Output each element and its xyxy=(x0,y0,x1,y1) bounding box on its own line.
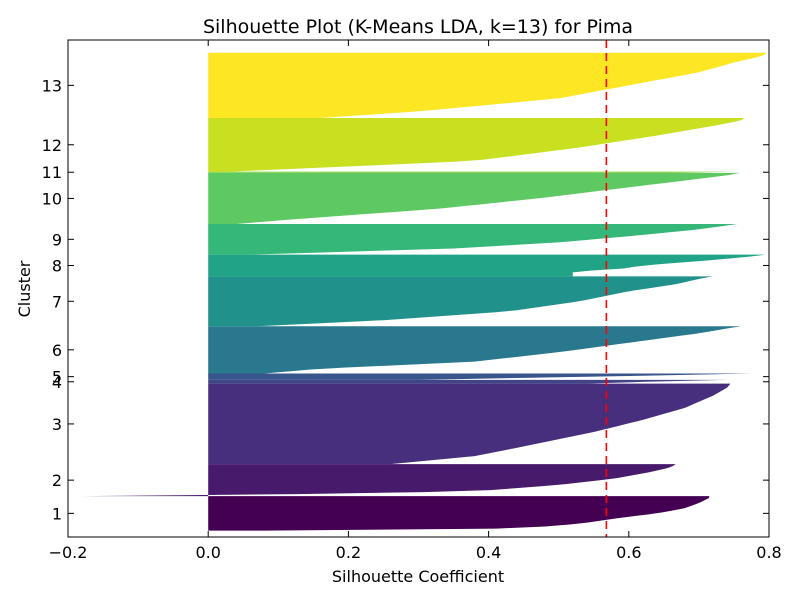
x-axis-ticks: −0.2 0.0 0.2 0.4 0.6 0.8 xyxy=(49,40,782,562)
y-tick-label-cluster-2: 2 xyxy=(52,471,62,490)
x-axis-label: Silhouette Coefficient xyxy=(332,567,504,586)
chart-title: Silhouette Plot (K-Means LDA, k=13) for … xyxy=(203,16,633,38)
y-tick-label-cluster-13: 13 xyxy=(42,76,62,95)
plot-area-frame xyxy=(67,39,770,538)
silhouette-cluster-2 xyxy=(82,464,676,497)
silhouette-cluster-7 xyxy=(208,276,713,327)
silhouette-cluster-9 xyxy=(208,223,738,255)
y-tick-label-cluster-7: 7 xyxy=(52,292,62,311)
y-tick-label-cluster-6: 6 xyxy=(52,341,62,360)
x-tick-label: 0.4 xyxy=(476,543,501,562)
silhouette-cluster-4 xyxy=(208,379,727,384)
x-tick-label: 0.2 xyxy=(336,543,361,562)
y-tick-label-cluster-1: 1 xyxy=(52,504,62,523)
x-tick-label: 0.0 xyxy=(195,543,220,562)
silhouette-cluster-10 xyxy=(208,172,740,224)
y-tick-label-cluster-3: 3 xyxy=(52,415,62,434)
x-tick-label: −0.2 xyxy=(49,543,88,562)
silhouette-cluster-5 xyxy=(208,373,752,380)
silhouette-cluster-1 xyxy=(208,496,710,531)
y-tick-label-cluster-9: 9 xyxy=(52,230,62,249)
silhouette-cluster-6 xyxy=(208,326,741,374)
x-tick-label: 0.8 xyxy=(756,543,781,562)
y-tick-label-cluster-5: 5 xyxy=(52,368,62,387)
y-tick-label-cluster-10: 10 xyxy=(42,189,62,208)
silhouette-cluster-12 xyxy=(208,117,745,172)
x-tick-label: 0.6 xyxy=(616,543,641,562)
silhouette-cluster-3 xyxy=(208,383,731,465)
y-axis-label: Cluster xyxy=(15,260,34,317)
silhouette-cluster-13 xyxy=(208,52,767,118)
silhouette-cluster-8 xyxy=(208,254,766,277)
y-tick-label-cluster-4: 4 xyxy=(52,373,62,392)
silhouette-cluster-11 xyxy=(208,171,734,173)
y-tick-label-cluster-12: 12 xyxy=(42,136,62,155)
silhouette-bars xyxy=(82,52,767,531)
y-tick-label-cluster-11: 11 xyxy=(42,163,62,182)
y-tick-label-cluster-8: 8 xyxy=(52,257,62,276)
